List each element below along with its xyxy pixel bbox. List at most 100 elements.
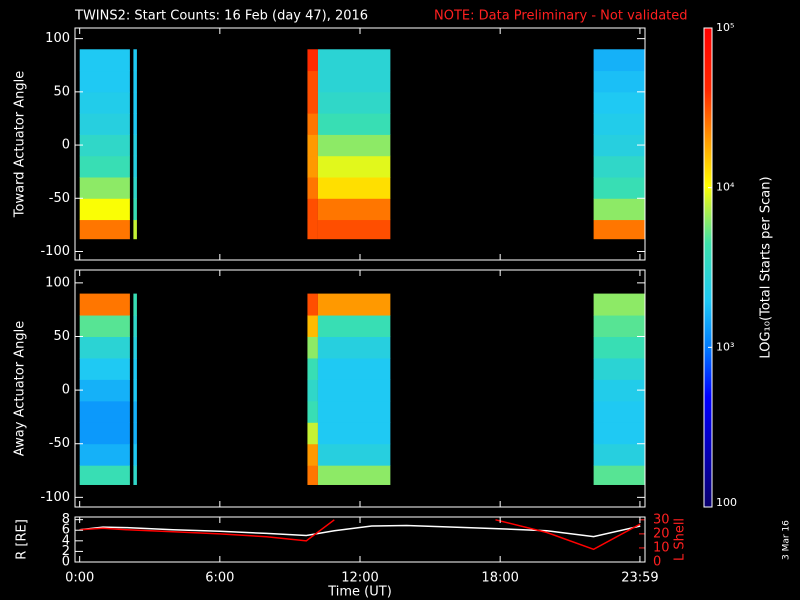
heatmap-cell xyxy=(307,91,318,114)
heatmap-cell xyxy=(307,219,318,240)
y-tick-label: 50 xyxy=(53,329,70,344)
y-tick-label: 0 xyxy=(62,138,70,153)
heatmap-cell xyxy=(307,465,318,485)
x-tick-label: 6:00 xyxy=(205,571,234,586)
heatmap-cell xyxy=(133,336,137,359)
y-axis-title: Toward Actuator Angle xyxy=(13,71,28,218)
heatmap-cell xyxy=(307,357,318,380)
heatmap-cell xyxy=(79,422,130,445)
heatmap-cell xyxy=(317,49,391,72)
y-tick-label: -100 xyxy=(40,244,70,259)
heatmap-cell xyxy=(133,219,137,240)
heatmap-cell xyxy=(317,91,391,114)
heatmap-cell xyxy=(593,219,645,240)
heatmap-cell xyxy=(307,113,318,135)
y-tick-label: 100 xyxy=(45,31,70,46)
heatmap-cell xyxy=(317,400,391,423)
y2-tick-label: 20 xyxy=(653,526,670,541)
heatmap-cell xyxy=(133,465,137,485)
heatmap-cell xyxy=(593,113,645,135)
heatmap-cell xyxy=(133,155,137,178)
heatmap-cell xyxy=(307,155,318,178)
x-tick-label: 23:59 xyxy=(621,571,658,586)
y2-axis-title: L Shell xyxy=(673,518,688,561)
y2-tick-label: 30 xyxy=(653,512,670,527)
colorbar-tick-label: 10⁴ xyxy=(716,181,735,194)
series-line xyxy=(79,519,641,551)
heatmap-cell xyxy=(79,176,130,199)
heatmap-cell xyxy=(307,176,318,199)
heatmap-cell xyxy=(307,443,318,466)
heatmap-cell xyxy=(79,49,130,72)
heatmap-cell xyxy=(317,198,391,221)
heatmap-cell xyxy=(307,293,318,316)
heatmap-cell xyxy=(79,155,130,178)
heatmap-cell xyxy=(317,422,391,445)
heatmap-cell xyxy=(133,357,137,380)
heatmap-cell xyxy=(133,176,137,199)
heatmap-cell xyxy=(317,155,391,178)
x-tick-label: 0:00 xyxy=(65,571,94,586)
heatmap-cell xyxy=(133,443,137,466)
heatmap-cell xyxy=(317,443,391,466)
heatmap-cell xyxy=(317,70,391,93)
heatmap-cell xyxy=(593,400,645,423)
heatmap-cell xyxy=(593,176,645,199)
heatmap-cell xyxy=(79,70,130,93)
heatmap-cell xyxy=(317,315,391,337)
y-tick-label: 8 xyxy=(62,512,70,527)
colorbar-title: LOG₁₀(Total Starts per Scan) xyxy=(759,176,774,358)
y2-tick-label: 10 xyxy=(653,540,670,555)
heatmap-cell xyxy=(593,70,645,93)
y-tick-label: 0 xyxy=(62,555,70,570)
heatmap-cell xyxy=(317,113,391,135)
heatmap-cell xyxy=(317,336,391,359)
x-tick-label: 18:00 xyxy=(481,571,518,586)
heatmap-cell xyxy=(79,219,130,240)
heatmap-cell xyxy=(593,49,645,72)
x-tick-label: 12:00 xyxy=(341,571,378,586)
y2-tick-label: 0 xyxy=(653,555,661,570)
heatmap-cell xyxy=(133,134,137,157)
y-tick-label: 2 xyxy=(62,544,70,559)
heatmap-cell xyxy=(133,49,137,72)
colorbar xyxy=(703,27,713,508)
heatmap-cell xyxy=(317,379,391,402)
colorbar-tick-label: 10³ xyxy=(716,340,734,353)
y-axis-title: R [RE] xyxy=(15,519,30,560)
y-tick-label: -50 xyxy=(49,191,70,206)
heatmap-cell xyxy=(79,91,130,114)
y-tick-label: 100 xyxy=(45,275,70,290)
heatmap-cell xyxy=(79,315,130,337)
heatmap-cell xyxy=(593,198,645,221)
heatmap-cell xyxy=(317,134,391,157)
plot-frame xyxy=(74,516,646,563)
y-tick-label: 6 xyxy=(62,523,70,538)
heatmap-cell xyxy=(79,357,130,380)
heatmap-cell xyxy=(79,198,130,221)
heatmap-cell xyxy=(593,443,645,466)
series-line xyxy=(79,524,641,538)
heatmap-cell xyxy=(317,219,391,240)
heatmap-cell xyxy=(593,155,645,178)
heatmap-cell xyxy=(307,198,318,221)
heatmap-cell xyxy=(593,379,645,402)
heatmap-cell xyxy=(307,49,318,72)
heatmap-cell xyxy=(79,293,130,316)
heatmap-cell xyxy=(307,134,318,157)
y-tick-label: -50 xyxy=(49,436,70,451)
heatmap-cell xyxy=(79,113,130,135)
heatmap-cell xyxy=(307,400,318,423)
heatmap-cell xyxy=(307,70,318,93)
heatmap-cell xyxy=(79,443,130,466)
heatmap-cell xyxy=(133,400,137,423)
y-tick-label: -100 xyxy=(40,490,70,505)
heatmap-cell xyxy=(593,315,645,337)
heatmap-cell xyxy=(307,336,318,359)
colorbar-tick-label: 100 xyxy=(716,496,737,509)
date-stamp: 3 Mar 16 xyxy=(782,520,792,560)
heatmap-cell xyxy=(307,422,318,445)
heatmap-cell xyxy=(133,293,137,316)
chart-title: TWINS2: Start Counts: 16 Feb (day 47), 2… xyxy=(74,9,368,24)
